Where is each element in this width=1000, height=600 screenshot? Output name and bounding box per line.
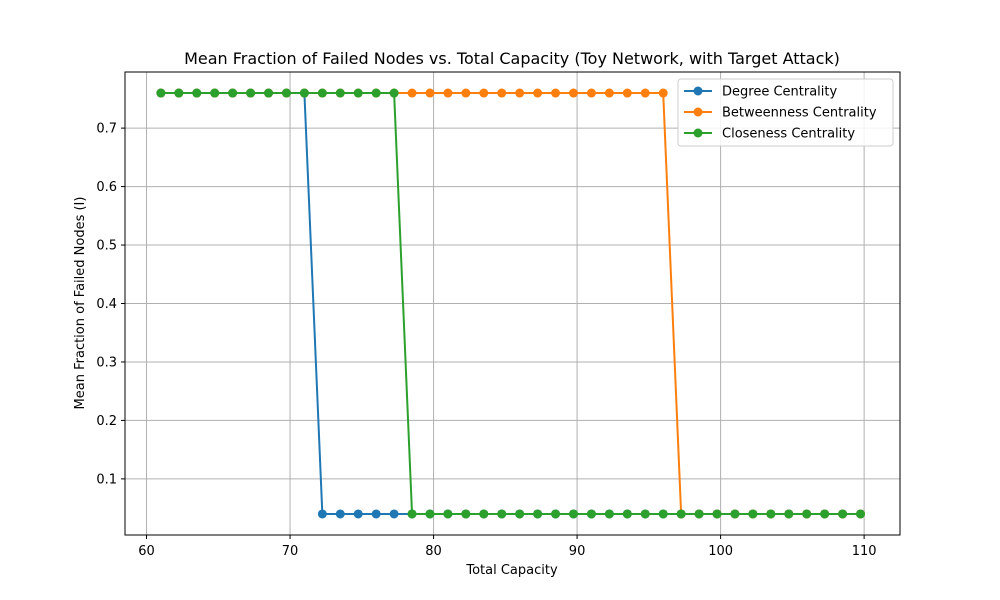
legend-label: Closeness Centrality (722, 127, 855, 142)
data-point-closeness-centrality (676, 509, 686, 519)
y-tick-label: 0.1 (96, 472, 117, 487)
data-point-closeness-centrality (371, 88, 381, 98)
data-point-betweenness-centrality (497, 88, 507, 98)
data-point-closeness-centrality (622, 509, 632, 519)
series-closeness-centrality (156, 88, 866, 519)
data-point-betweenness-centrality (425, 88, 435, 98)
data-point-closeness-centrality (802, 509, 812, 519)
y-axis-ticks: 0.1 0.2 0.3 0.4 0.5 0.6 0.7 (96, 122, 125, 487)
data-point-closeness-centrality (425, 509, 435, 519)
data-point-closeness-centrality (838, 509, 848, 519)
x-tick-label: 60 (138, 544, 155, 559)
data-point-closeness-centrality (820, 509, 830, 519)
data-point-degree-centrality (335, 509, 345, 519)
data-point-closeness-centrality (210, 88, 220, 98)
legend-marker (693, 128, 703, 138)
legend-marker (693, 86, 703, 96)
data-point-closeness-centrality (156, 88, 166, 98)
legend-entries: Degree Centrality Betweenness Centrality C… (684, 85, 877, 142)
data-point-closeness-centrality (694, 509, 704, 519)
data-point-closeness-centrality (389, 88, 399, 98)
data-point-betweenness-centrality (604, 88, 614, 98)
legend-label: Betweenness Centrality (722, 106, 877, 121)
data-point-betweenness-centrality (640, 88, 650, 98)
data-point-betweenness-centrality (461, 88, 471, 98)
data-point-betweenness-centrality (568, 88, 578, 98)
data-point-betweenness-centrality (515, 88, 525, 98)
legend-entry-betweenness-centrality: Betweenness Centrality (684, 106, 877, 121)
y-tick-label: 0.3 (96, 355, 117, 370)
data-point-closeness-centrality (766, 509, 776, 519)
data-point-closeness-centrality (461, 509, 471, 519)
x-axis-ticks: 60 70 80 90 100 110 (138, 535, 877, 559)
data-point-closeness-centrality (228, 88, 238, 98)
chart-title: Mean Fraction of Failed Nodes vs. Total … (184, 49, 840, 68)
y-tick-label: 0.5 (96, 239, 117, 254)
x-tick-label: 80 (425, 544, 442, 559)
x-axis-label: Total Capacity (465, 563, 558, 578)
data-point-closeness-centrality (335, 88, 345, 98)
series-line-closeness-centrality (160, 92, 861, 515)
data-point-closeness-centrality (497, 509, 507, 519)
data-point-degree-centrality (317, 509, 327, 519)
data-point-degree-centrality (389, 509, 399, 519)
data-point-betweenness-centrality (479, 88, 489, 98)
data-point-closeness-centrality (479, 509, 489, 519)
data-point-closeness-centrality (192, 88, 202, 98)
y-tick-label: 0.2 (96, 414, 117, 429)
data-point-closeness-centrality (533, 509, 543, 519)
data-point-closeness-centrality (730, 509, 740, 519)
data-point-closeness-centrality (604, 509, 614, 519)
data-point-betweenness-centrality (407, 88, 417, 98)
data-point-closeness-centrality (748, 509, 758, 519)
legend: Degree Centrality Betweenness Centrality C… (677, 78, 894, 147)
data-point-betweenness-centrality (658, 88, 668, 98)
x-tick-label: 90 (569, 544, 586, 559)
data-point-closeness-centrality (174, 88, 184, 98)
data-point-closeness-centrality (658, 509, 668, 519)
data-point-closeness-centrality (299, 88, 309, 98)
y-tick-label: 0.7 (96, 122, 117, 137)
legend-label: Degree Centrality (722, 85, 837, 100)
x-tick-label: 70 (282, 544, 299, 559)
data-point-closeness-centrality (353, 88, 363, 98)
data-point-degree-centrality (371, 509, 381, 519)
y-tick-label: 0.4 (96, 297, 117, 312)
data-point-closeness-centrality (551, 509, 561, 519)
series-layer (156, 88, 866, 519)
data-point-closeness-centrality (443, 509, 453, 519)
x-tick-label: 100 (708, 544, 733, 559)
data-point-degree-centrality (353, 509, 363, 519)
data-point-closeness-centrality (640, 509, 650, 519)
y-tick-label: 0.6 (96, 180, 117, 195)
data-point-closeness-centrality (246, 88, 256, 98)
data-point-betweenness-centrality (586, 88, 596, 98)
data-point-closeness-centrality (712, 509, 722, 519)
legend-marker (693, 107, 703, 117)
data-point-closeness-centrality (568, 509, 578, 519)
data-point-closeness-centrality (586, 509, 596, 519)
data-point-closeness-centrality (784, 509, 794, 519)
data-point-closeness-centrality (264, 88, 274, 98)
legend-entry-degree-centrality: Degree Centrality (684, 85, 837, 100)
x-tick-label: 110 (852, 544, 877, 559)
data-point-betweenness-centrality (443, 88, 453, 98)
grid-lines (125, 72, 900, 535)
data-point-betweenness-centrality (551, 88, 561, 98)
data-point-betweenness-centrality (622, 88, 632, 98)
data-point-closeness-centrality (515, 509, 525, 519)
data-point-closeness-centrality (407, 509, 417, 519)
data-point-betweenness-centrality (533, 88, 543, 98)
y-axis-label: Mean Fraction of Failed Nodes (I) (73, 197, 88, 410)
data-point-closeness-centrality (856, 509, 866, 519)
data-point-closeness-centrality (281, 88, 291, 98)
legend-entry-closeness-centrality: Closeness Centrality (684, 127, 855, 142)
data-point-closeness-centrality (317, 88, 327, 98)
legend-box (677, 78, 894, 147)
